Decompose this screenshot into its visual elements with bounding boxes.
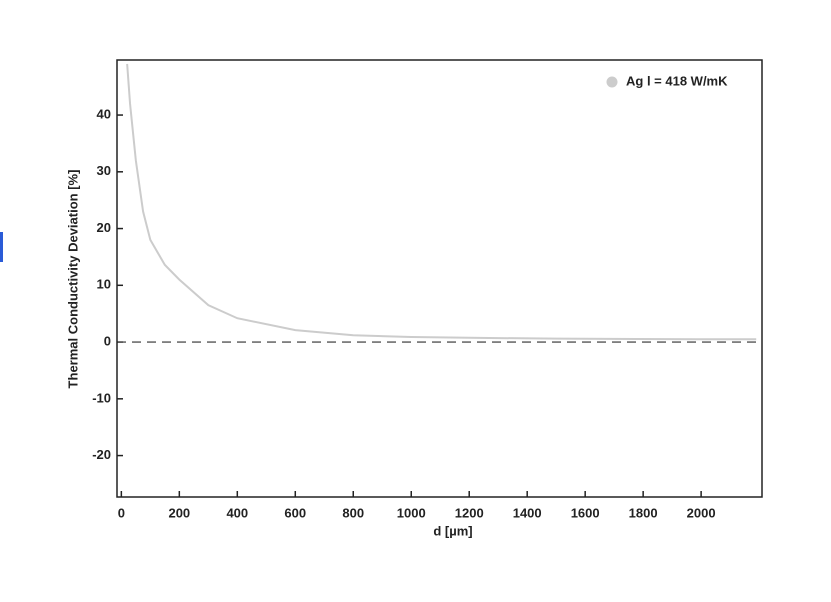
x-tick-label: 600 [284, 505, 306, 520]
x-tick-label: 1200 [455, 505, 484, 520]
legend-marker [606, 76, 618, 88]
y-tick-label: -10 [92, 390, 111, 405]
y-tick-label: 20 [97, 220, 111, 235]
y-tick-label: 40 [97, 106, 111, 121]
x-tick-label: 800 [342, 505, 364, 520]
legend-label: Ag l = 418 W/mK [626, 73, 728, 88]
x-tick-label: 400 [226, 505, 248, 520]
x-tick-label: 1800 [629, 505, 658, 520]
x-tick-label: 200 [168, 505, 190, 520]
x-tick-label: 2000 [687, 505, 716, 520]
x-tick-label: 0 [118, 505, 125, 520]
y-axis-label: Thermal Conductivity Deviation [%] [65, 170, 80, 389]
plot-frame [116, 59, 763, 498]
x-axis-label: d [µm] [433, 523, 472, 538]
y-tick-label: 30 [97, 163, 111, 178]
x-tick-label: 1000 [397, 505, 426, 520]
y-tick-label: 10 [97, 277, 111, 292]
x-tick-label: 1400 [513, 505, 542, 520]
window-edge [0, 232, 3, 262]
line-series [126, 63, 757, 341]
y-tick-label: 0 [104, 334, 111, 349]
x-tick-label: 1600 [571, 505, 600, 520]
y-tick-label: -20 [92, 447, 111, 462]
